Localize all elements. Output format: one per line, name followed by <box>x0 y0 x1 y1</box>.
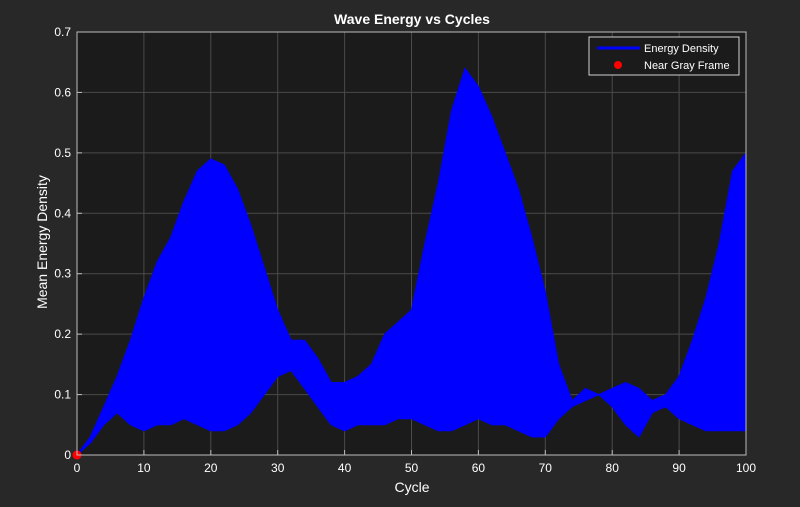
x-tick-label: 90 <box>672 461 686 475</box>
legend-marker-near-gray-frame <box>614 61 622 69</box>
x-tick-label: 70 <box>539 461 553 475</box>
y-tick-label: 0.6 <box>54 85 71 99</box>
x-tick-label: 30 <box>271 461 285 475</box>
axis-ticks: 0 10 20 30 40 50 60 70 80 90 100 0 0.1 0.2 0.3 0.4 0.5 0.… <box>54 25 756 475</box>
y-tick-label: 0.5 <box>54 146 71 160</box>
x-tick-label: 80 <box>606 461 620 475</box>
y-axis-label: Mean Energy Density <box>34 175 50 309</box>
chart-title: Wave Energy vs Cycles <box>334 11 490 27</box>
legend-label-near-gray-frame: Near Gray Frame <box>644 60 730 72</box>
x-tick-label: 60 <box>472 461 486 475</box>
y-tick-label: 0.3 <box>54 267 71 281</box>
x-axis-label: Cycle <box>394 479 429 495</box>
x-tick-label: 50 <box>405 461 419 475</box>
y-tick-label: 0.4 <box>54 206 71 220</box>
y-tick-label: 0 <box>64 448 71 462</box>
x-tick-label: 20 <box>204 461 218 475</box>
y-tick-label: 0.2 <box>54 327 71 341</box>
x-tick-label: 100 <box>736 461 756 475</box>
legend: Energy Density Near Gray Frame <box>588 36 740 76</box>
x-tick-label: 40 <box>338 461 352 475</box>
y-tick-label: 0.7 <box>54 25 71 39</box>
y-tick-label: 0.1 <box>54 388 71 402</box>
legend-box <box>588 36 740 76</box>
legend-label-energy-density: Energy Density <box>644 43 719 55</box>
x-tick-label: 10 <box>137 461 151 475</box>
x-tick-label: 0 <box>74 461 81 475</box>
